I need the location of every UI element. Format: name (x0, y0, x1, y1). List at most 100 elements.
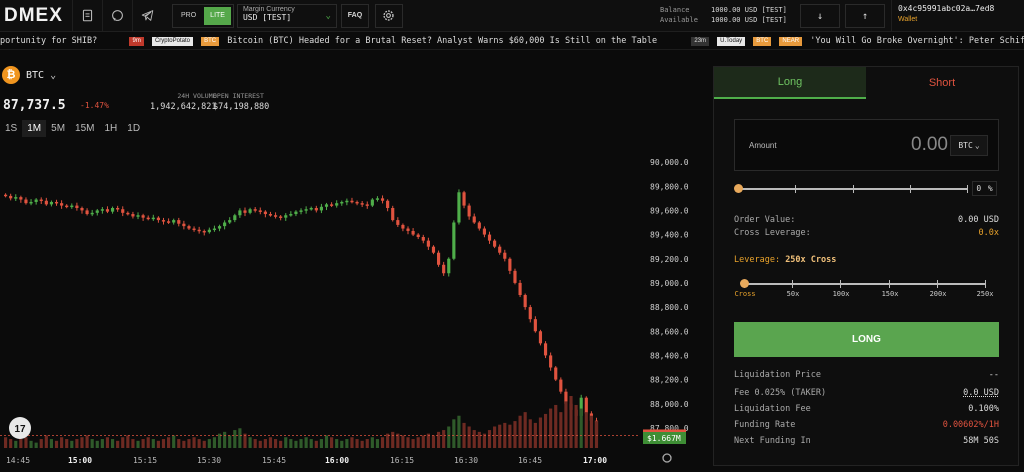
news-headline[interactable]: portunity for SHIB? (0, 36, 98, 46)
candle (34, 199, 38, 202)
candle (253, 209, 257, 211)
chat-icon[interactable] (102, 0, 132, 32)
candle (49, 201, 54, 205)
interval-tab[interactable]: 1D (127, 123, 141, 134)
volume-bar (350, 437, 354, 448)
liquidation-fee-row: Liquidation Fee 0.100% (734, 404, 999, 414)
leverage-mark[interactable]: 250x (976, 290, 994, 298)
balance-value: 1000.00 USD [TEST] (711, 6, 787, 14)
volume-bar (70, 440, 74, 448)
x-tick-label: 15:30 (197, 456, 221, 465)
deposit-button[interactable]: ↓ (800, 4, 840, 28)
volume-bar (85, 435, 89, 448)
candle (110, 208, 115, 212)
candle (146, 217, 150, 220)
slider-handle[interactable] (734, 184, 743, 193)
volume-bar (54, 440, 59, 448)
leverage-mark[interactable]: 200x (929, 290, 947, 298)
news-age-badge: 9m (129, 37, 144, 46)
amount-unit-select[interactable]: BTC ⌄ (950, 135, 988, 156)
news-headline[interactable]: Bitcoin (BTC) Headed for a Brutal Reset?… (227, 36, 658, 46)
leverage-mark[interactable]: 100x (832, 290, 850, 298)
candle (406, 228, 410, 231)
news-headline[interactable]: 'You Will Go Broke Overnight': Peter Sch… (810, 36, 1024, 46)
volume-bar (202, 440, 206, 448)
leverage-slider[interactable] (740, 279, 986, 288)
volume-bar (263, 439, 267, 448)
asset-selector[interactable]: ₿ BTC ⌄ (0, 66, 56, 84)
order-value-label: Order Value: (734, 215, 796, 225)
volume-bar (258, 440, 262, 448)
volume-bar (498, 424, 502, 448)
candle (263, 211, 267, 215)
fee-value[interactable]: 0.0 USD (963, 388, 999, 398)
candle (345, 200, 349, 203)
amount-unit: BTC (958, 141, 973, 150)
slider-tick (967, 185, 968, 193)
volume-bar (335, 439, 339, 448)
tab-short[interactable]: Short (928, 77, 956, 89)
candle (228, 220, 232, 223)
leverage-mark[interactable]: Cross (734, 290, 756, 298)
candle (452, 222, 456, 259)
volume-bar (228, 435, 232, 448)
telegram-icon[interactable] (132, 0, 162, 32)
submit-long-button[interactable]: LONG (734, 322, 999, 357)
lite-mode-button[interactable]: LITE (204, 6, 231, 25)
candle (29, 201, 33, 204)
wallet-button[interactable]: 0x4c95991abc02a…7ed8 Wallet (891, 0, 1024, 32)
order-value-row: Order Value: 0.00 USD (734, 215, 999, 225)
interval-tab[interactable]: 1S (5, 123, 18, 134)
volume-bar (549, 408, 553, 448)
faq-button[interactable]: FAQ (340, 3, 369, 28)
x-tick-label: 14:45 (6, 456, 30, 465)
order-value: 0.00 USD (958, 215, 999, 225)
candle (248, 209, 252, 213)
logo[interactable]: DMEX (4, 4, 63, 26)
candle (335, 203, 339, 206)
volume-bar (161, 439, 166, 448)
bitcoin-icon: ₿ (2, 66, 20, 84)
x-tick-label: 15:15 (133, 456, 157, 465)
margin-currency-select[interactable]: Margin Currency USD [TEST] ⌄ (236, 3, 337, 28)
document-icon[interactable] (72, 0, 102, 32)
last-volume-label: $1.667M (647, 434, 681, 443)
candle (105, 209, 110, 212)
percent-input[interactable]: 0% (972, 181, 997, 196)
interval-tab[interactable]: 1M (22, 120, 47, 137)
leverage-mark[interactable]: 50x (786, 290, 800, 298)
candle (299, 210, 303, 212)
candle (370, 199, 374, 206)
interval-tab[interactable]: 1H (104, 123, 118, 134)
interval-tab[interactable]: 15M (75, 123, 95, 134)
volume-bar (95, 440, 99, 448)
amount-field[interactable]: Amount 0.00 BTC ⌄ (734, 119, 999, 171)
slider-tick (985, 280, 986, 288)
candle (543, 343, 548, 356)
candle (19, 197, 23, 200)
slider-handle[interactable] (740, 279, 749, 288)
volume-bar (330, 437, 334, 448)
candle (80, 208, 84, 211)
interval-tab[interactable]: 5M (51, 123, 66, 134)
news-age-badge: 23m (691, 37, 710, 46)
price-chart[interactable]: 90,000.0 89,800.0 89,600.0 89,400.0 89,200.0… (0, 150, 700, 472)
candle (528, 307, 532, 320)
withdraw-button[interactable]: ↑ (845, 4, 885, 28)
candle (503, 252, 507, 259)
pro-mode-button[interactable]: PRO (181, 12, 197, 19)
candle (324, 204, 329, 207)
tab-long[interactable]: Long (714, 67, 866, 99)
volume-bar (543, 413, 548, 448)
volume-bar (467, 426, 471, 448)
volume-bar (431, 435, 436, 448)
arrow-up-icon: ↑ (861, 10, 869, 22)
settings-button[interactable] (374, 3, 403, 28)
volume-bar (477, 431, 481, 448)
candle (151, 217, 155, 220)
amount-slider[interactable] (734, 184, 968, 193)
amount-input[interactable]: 0.00 (911, 134, 948, 155)
leverage-mark[interactable]: 150x (881, 290, 899, 298)
volume-bar (375, 439, 380, 448)
volume-label: 24H VOLUME (177, 92, 217, 100)
